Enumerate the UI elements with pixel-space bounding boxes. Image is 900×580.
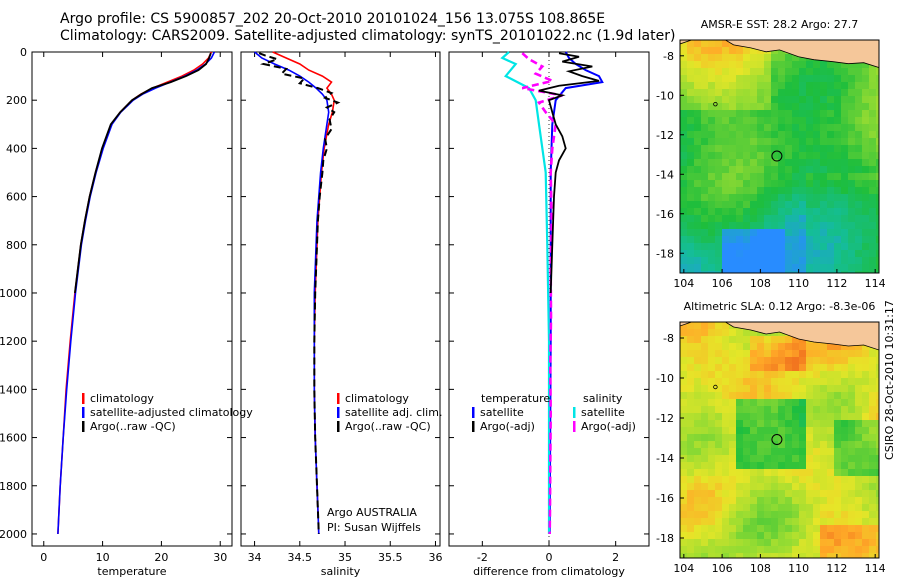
timestamp-stamp: CSIRO 28-Oct-2010 10:31:17 bbox=[883, 300, 896, 460]
diff-legend-sal-satellite-label: satellite bbox=[581, 406, 625, 419]
sla-map-xtick-label: 106 bbox=[712, 562, 733, 575]
sla-map-ytick-label: -18 bbox=[656, 532, 674, 545]
sal-legend-argo-label: Argo(..raw -QC) bbox=[345, 420, 431, 433]
temp-legend-satellite-label: satellite-adjusted climatology bbox=[90, 406, 253, 419]
sst-map-xtick-label: 108 bbox=[750, 277, 771, 290]
sla-map-float-marker bbox=[771, 434, 783, 445]
sst-map-xtick-label: 112 bbox=[826, 277, 847, 290]
pi-name-label: PI: Susan Wijffels bbox=[327, 521, 421, 534]
depth-tick-label: 1800 bbox=[0, 480, 27, 493]
argo-program-label: Argo AUSTRALIA bbox=[327, 506, 417, 519]
diff-legend-temp-argo-swatch bbox=[472, 421, 475, 432]
sst-map-xtick-label: 114 bbox=[865, 277, 886, 290]
sla-map-ytick-label: -16 bbox=[656, 492, 674, 505]
salinity-xtick-label: 35 bbox=[338, 551, 352, 564]
depth-tick-label: 200 bbox=[6, 94, 27, 107]
difference-xtick-label: 0 bbox=[546, 551, 553, 564]
salinity-xtick-label: 34.5 bbox=[288, 551, 313, 564]
temperature-xlabel: temperature bbox=[97, 565, 166, 578]
salinity-axes-frame bbox=[240, 51, 441, 547]
depth-tick-label: 1200 bbox=[0, 335, 27, 348]
sla-map-xtick-label: 108 bbox=[750, 562, 771, 575]
depth-tick-label: 1400 bbox=[0, 383, 27, 396]
diff-sal-satellite-line bbox=[500, 51, 551, 534]
difference-xlabel: difference from climatology bbox=[473, 565, 625, 578]
temp-argo-line bbox=[74, 52, 212, 294]
difference-xtick-label: -2 bbox=[477, 551, 488, 564]
sal-legend-satellite-label: satellite adj. clim. bbox=[345, 406, 442, 419]
sal-climatology-line bbox=[272, 51, 336, 535]
sst-map-ytick-label: -10 bbox=[656, 89, 674, 102]
diff-legend-temp-satellite-label: satellite bbox=[480, 406, 524, 419]
sst-map-xtick-label: 106 bbox=[712, 277, 733, 290]
sla-map-ytick-label: -10 bbox=[656, 372, 674, 385]
sla-map-ytick-label: -8 bbox=[663, 332, 674, 345]
sst-map-ytick-label: -14 bbox=[656, 168, 674, 181]
depth-tick-label: 600 bbox=[6, 191, 27, 204]
sal-legend-climatology-label: climatology bbox=[345, 392, 409, 405]
temp-satellite-line bbox=[57, 51, 216, 535]
sla-map-xtick-label: 114 bbox=[865, 562, 886, 575]
depth-tick-label: 1000 bbox=[0, 287, 27, 300]
sla-map-ytick-label: -14 bbox=[656, 452, 674, 465]
temperature-xtick-label: 0 bbox=[40, 551, 47, 564]
sst-map-ytick-label: -12 bbox=[656, 129, 674, 142]
figure-title-line1: Argo profile: CS 5900857_202 20-Oct-2010… bbox=[60, 11, 606, 27]
diff-temp-argo-line bbox=[538, 52, 600, 294]
sal-legend-argo-swatch bbox=[337, 421, 340, 432]
sla-map-xtick-label: 104 bbox=[673, 562, 694, 575]
temperature-xtick-label: 20 bbox=[154, 551, 168, 564]
depth-tick-label: 0 bbox=[20, 46, 27, 59]
salinity-xlabel: salinity bbox=[321, 565, 361, 578]
sal-argo-line bbox=[258, 52, 341, 535]
temperature-xtick-label: 30 bbox=[213, 551, 227, 564]
depth-tick-label: 2000 bbox=[0, 528, 27, 541]
diff-legend-temperature-title: temperature bbox=[481, 392, 550, 405]
temperature-xtick-label: 10 bbox=[96, 551, 110, 564]
sst-map-xtick-label: 104 bbox=[673, 277, 694, 290]
temp-legend-climatology-swatch bbox=[82, 393, 85, 404]
sst-map-title: AMSR-E SST: 28.2 Argo: 27.7 bbox=[701, 18, 859, 31]
temp-legend-climatology-label: climatology bbox=[90, 392, 154, 405]
salinity-xtick-label: 35.5 bbox=[378, 551, 403, 564]
sal-satellite-line bbox=[254, 51, 330, 535]
diff-sal-argo-line bbox=[521, 52, 563, 535]
sst-map-ytick-label: -8 bbox=[663, 50, 674, 63]
diff-legend-temp-argo-label: Argo(-adj) bbox=[480, 420, 535, 433]
diff-legend-salinity-title: salinity bbox=[583, 392, 623, 405]
diff-legend-sal-satellite-swatch bbox=[573, 407, 576, 418]
sst-map-axes-frame bbox=[679, 39, 880, 274]
sal-legend-satellite-swatch bbox=[337, 407, 340, 418]
sla-map-title: Altimetric SLA: 0.12 Argo: -8.3e-06 bbox=[684, 300, 876, 313]
diff-legend-temp-satellite-swatch bbox=[472, 407, 475, 418]
diff-legend-sal-argo-label: Argo(-adj) bbox=[581, 420, 636, 433]
salinity-xtick-label: 36 bbox=[428, 551, 442, 564]
sal-legend-climatology-swatch bbox=[337, 393, 340, 404]
sla-map-ytick-label: -12 bbox=[656, 412, 674, 425]
depth-tick-label: 1600 bbox=[0, 432, 27, 445]
temp-legend-argo-label: Argo(..raw -QC) bbox=[90, 420, 176, 433]
difference-xtick-label: 2 bbox=[612, 551, 619, 564]
temp-legend-satellite-swatch bbox=[82, 407, 85, 418]
sst-map-float-marker bbox=[771, 150, 783, 162]
sst-map-ytick-label: -16 bbox=[656, 208, 674, 221]
sst-map-ytick-label: -18 bbox=[656, 247, 674, 260]
sla-map-field bbox=[680, 322, 879, 558]
temperature-axes-frame bbox=[31, 51, 233, 547]
sst-map-field bbox=[680, 40, 879, 273]
sla-map-xtick-label: 112 bbox=[826, 562, 847, 575]
temp-climatology-line bbox=[57, 51, 213, 535]
salinity-xtick-label: 34 bbox=[248, 551, 262, 564]
sla-map-xtick-label: 110 bbox=[788, 562, 809, 575]
temp-legend-argo-swatch bbox=[82, 421, 85, 432]
figure-title-line2: Climatology: CARS2009. Satellite-adjuste… bbox=[60, 28, 676, 44]
diff-legend-sal-argo-swatch bbox=[573, 421, 576, 432]
depth-tick-label: 400 bbox=[6, 142, 27, 155]
diff-temp-satellite-line bbox=[548, 51, 604, 535]
sla-map-axes-frame bbox=[679, 321, 880, 559]
sst-map-xtick-label: 110 bbox=[788, 277, 809, 290]
depth-tick-label: 800 bbox=[6, 239, 27, 252]
